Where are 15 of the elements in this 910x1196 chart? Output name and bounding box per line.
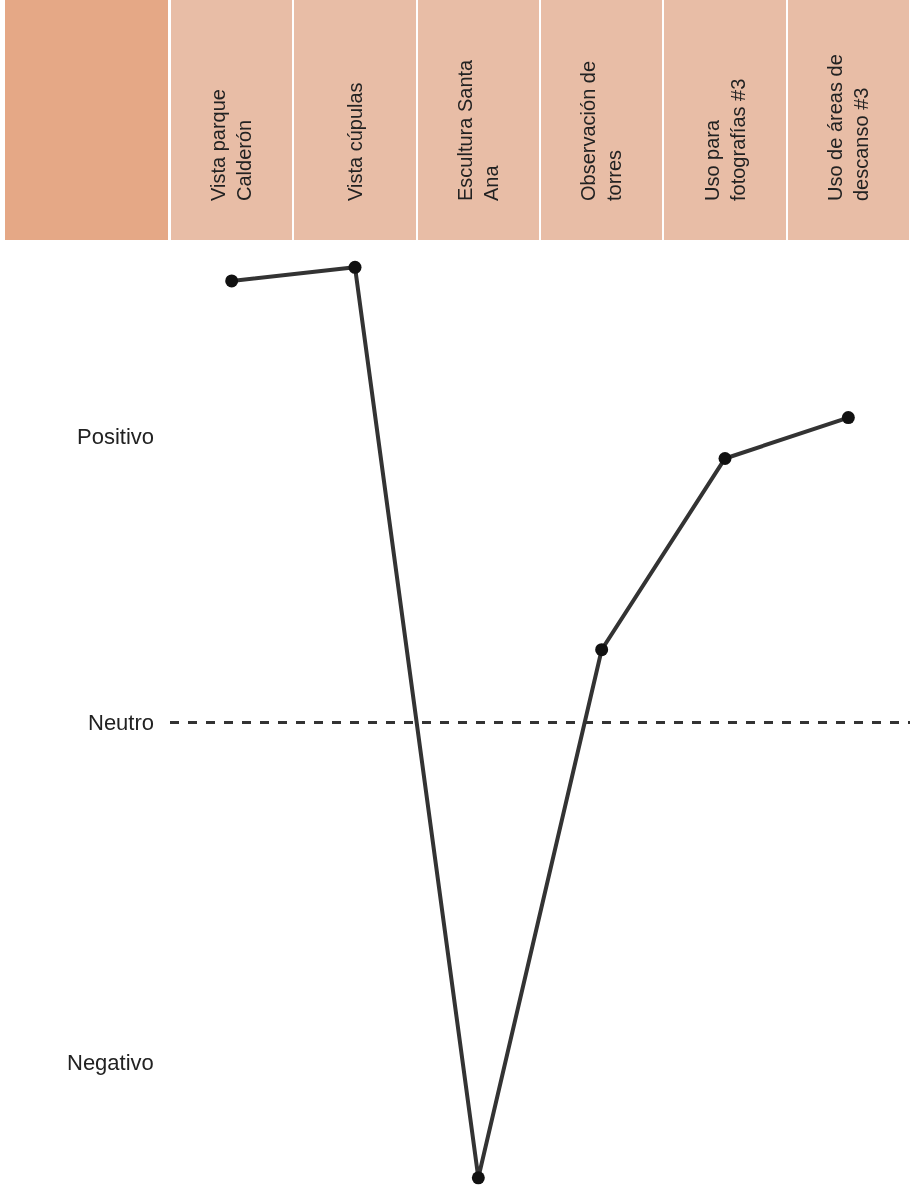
point: [225, 274, 239, 288]
text: Negativo: [67, 1050, 154, 1075]
x-tick-label: Escultura Santa Ana: [453, 58, 502, 201]
x-tick-label: Uso de áreas de descanso #3: [823, 54, 872, 201]
point: [718, 452, 732, 465]
text: Positivo: [77, 424, 155, 449]
point: [841, 411, 855, 425]
point: [348, 260, 362, 274]
x-tick-label: Observación de torres: [577, 60, 626, 201]
point: [595, 643, 609, 657]
ref-line-label: Neutro: [88, 710, 155, 735]
point: [471, 1171, 485, 1185]
x-tick-label: Uso para fotografías #3: [700, 78, 749, 201]
x-tick-label: Vista parque Calderón: [207, 89, 256, 201]
x-tick-label: Vista cúpulas: [343, 82, 366, 201]
